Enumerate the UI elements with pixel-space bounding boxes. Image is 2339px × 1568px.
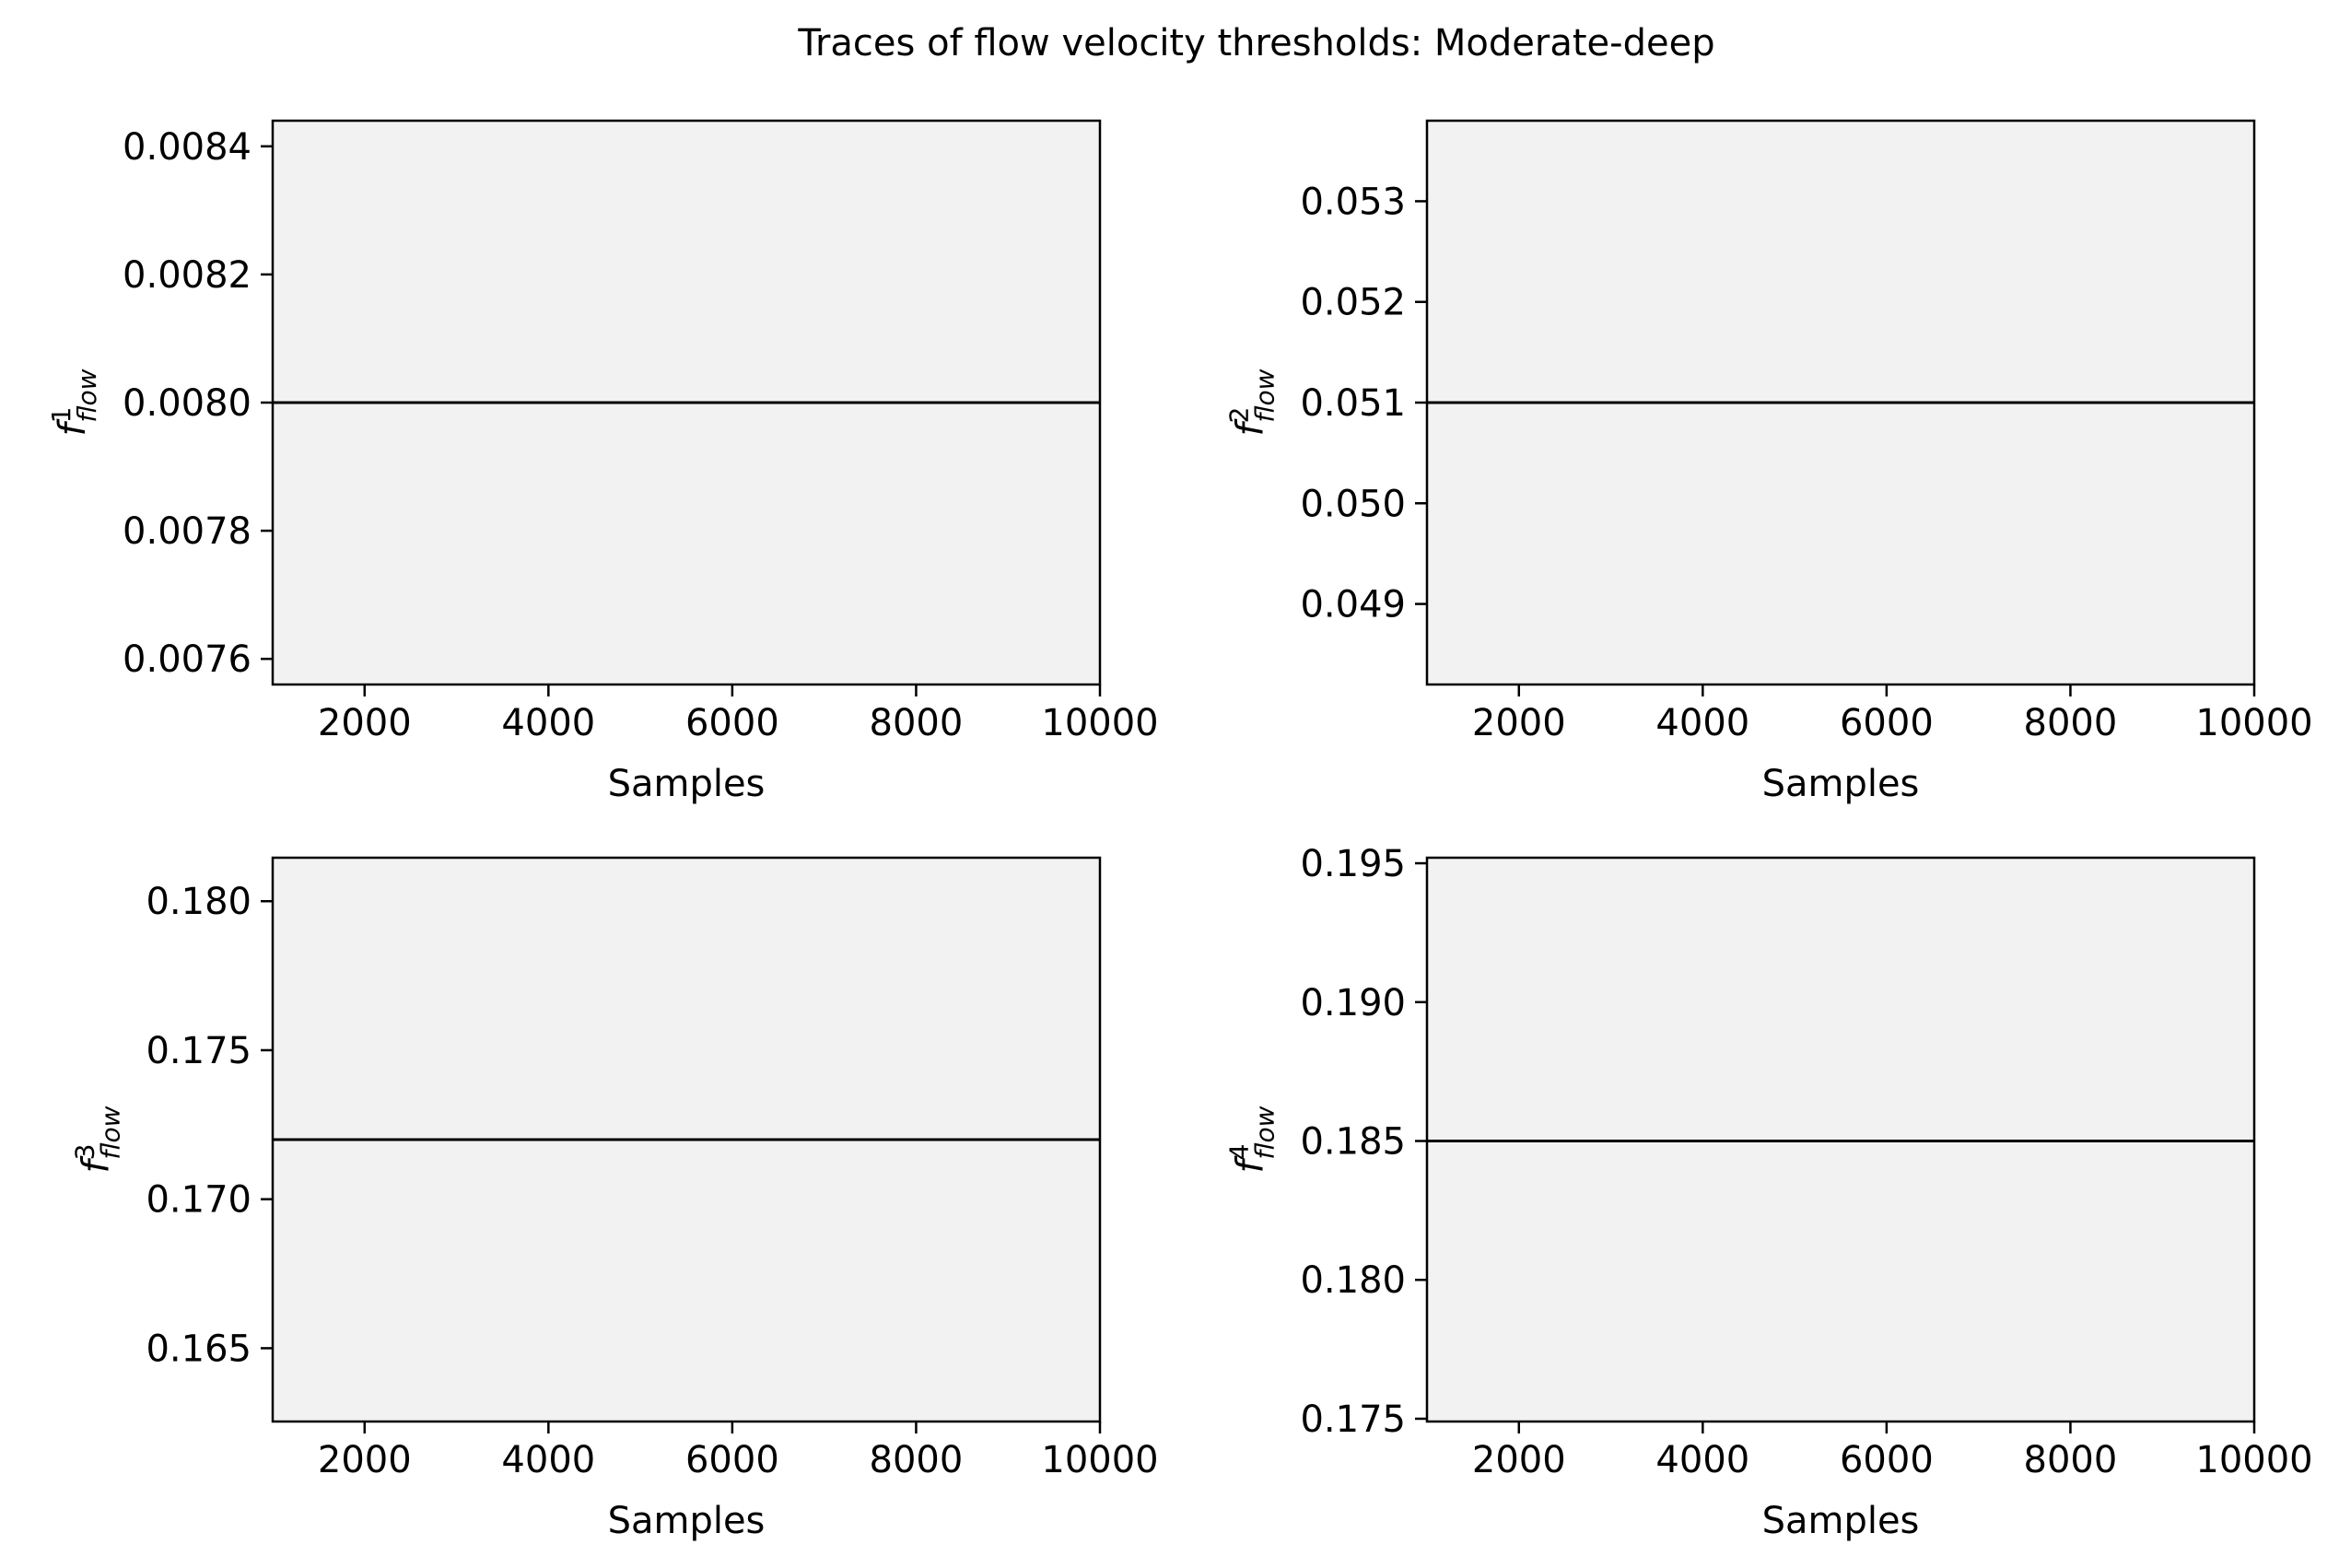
y-tick-label: 0.190 bbox=[1300, 982, 1406, 1024]
y-tick-label: 0.053 bbox=[1300, 181, 1406, 223]
y-axis-label: f2flow bbox=[1224, 369, 1281, 436]
plot-area bbox=[1427, 858, 2254, 1422]
x-tick-label: 6000 bbox=[1840, 702, 1934, 744]
y-tick-label: 0.049 bbox=[1300, 584, 1406, 626]
y-tick-label: 0.180 bbox=[1300, 1259, 1406, 1302]
y-axis-label: f4flow bbox=[1224, 1106, 1281, 1173]
x-tick-label: 10000 bbox=[1041, 702, 1158, 744]
y-tick-label: 0.0078 bbox=[123, 510, 251, 553]
axes-frame bbox=[271, 856, 1102, 1423]
x-tick-label: 10000 bbox=[1041, 1439, 1158, 1481]
figure-title: Traces of flow velocity thresholds: Mode… bbox=[797, 22, 1714, 64]
x-tick-label: 8000 bbox=[870, 1439, 964, 1481]
y-tick-label: 0.175 bbox=[146, 1030, 251, 1072]
x-tick-label: 4000 bbox=[1655, 1439, 1749, 1481]
subplot-1: 2000 4000 6000 8000 10000 0.0076 0.0078 0.0080 0… bbox=[46, 119, 1159, 805]
x-tick-label: 2000 bbox=[1472, 1439, 1566, 1481]
x-tick-label: 6000 bbox=[1840, 1439, 1934, 1481]
y-tick-label: 0.0080 bbox=[123, 382, 251, 425]
y-tick-label: 0.185 bbox=[1300, 1121, 1406, 1164]
y-axis-label: f1flow bbox=[46, 369, 102, 436]
y-axis-label: f3flow bbox=[70, 1106, 126, 1173]
x-tick-label: 4000 bbox=[1655, 702, 1749, 744]
y-tick-label: 0.051 bbox=[1300, 382, 1406, 425]
x-tick-label: 2000 bbox=[318, 1439, 412, 1481]
axes-frame bbox=[1425, 856, 2256, 1423]
x-axis-label: Samples bbox=[1762, 763, 1920, 805]
subplot-2: 2000 4000 6000 8000 10000 0.049 0.050 0.051 0.05… bbox=[1224, 119, 2313, 805]
y-tick-label: 0.175 bbox=[1300, 1398, 1406, 1441]
x-axis-label: Samples bbox=[608, 1500, 766, 1542]
x-tick-label: 6000 bbox=[685, 1439, 779, 1481]
x-tick-label: 4000 bbox=[501, 1439, 595, 1481]
x-tick-label: 2000 bbox=[318, 702, 412, 744]
x-tick-label: 4000 bbox=[501, 702, 595, 744]
y-tick-label: 0.052 bbox=[1300, 282, 1406, 324]
x-tick-label: 6000 bbox=[685, 702, 779, 744]
x-tick-label: 8000 bbox=[870, 702, 964, 744]
y-tick-label: 0.180 bbox=[146, 881, 251, 923]
y-tick-label: 0.0084 bbox=[123, 126, 251, 169]
y-tick-label: 0.170 bbox=[146, 1179, 251, 1222]
x-tick-label: 2000 bbox=[1472, 702, 1566, 744]
y-tick-label: 0.165 bbox=[146, 1328, 251, 1370]
x-axis-label: Samples bbox=[608, 763, 766, 805]
y-tick-label: 0.0076 bbox=[123, 638, 251, 681]
y-tick-label: 0.195 bbox=[1300, 843, 1406, 885]
subplots: 2000 4000 6000 8000 10000 0.0076 0.0078 0.0080 0… bbox=[46, 119, 2313, 1542]
y-tick-label: 0.0082 bbox=[123, 254, 251, 297]
subplot-3: 2000 4000 6000 8000 10000 0.165 0.170 0.175 0.18… bbox=[70, 856, 1159, 1542]
subplot-4: 2000 4000 6000 8000 10000 0.175 0.180 0.185 0.19… bbox=[1224, 843, 2313, 1542]
y-tick-label: 0.050 bbox=[1300, 483, 1406, 525]
x-axis-label: Samples bbox=[1762, 1500, 1920, 1542]
x-tick-label: 8000 bbox=[2024, 702, 2118, 744]
x-tick-label: 8000 bbox=[2024, 1439, 2118, 1481]
x-tick-label: 10000 bbox=[2195, 702, 2312, 744]
x-tick-label: 10000 bbox=[2195, 1439, 2312, 1481]
